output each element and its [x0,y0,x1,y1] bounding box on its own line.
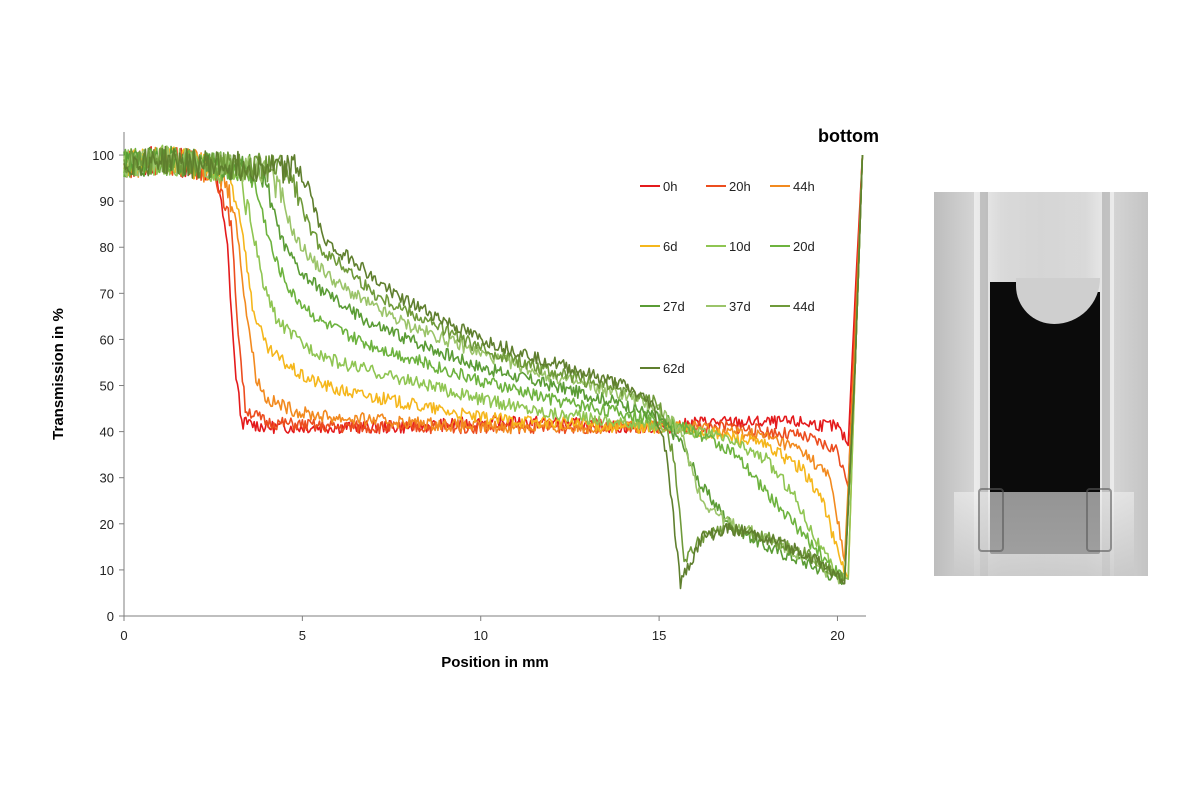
bottom-annotation: bottom [818,126,879,146]
y-axis-title: Transmission in % [50,308,67,440]
legend-label-0h: 0h [663,179,677,194]
x-tick-label: 15 [652,628,666,643]
series-line-20d [123,147,864,580]
legend-label-44h: 44h [793,179,815,194]
legend-label-44d: 44d [793,299,815,314]
x-tick-label: 0 [120,628,127,643]
y-tick-label: 30 [100,471,114,486]
series-line-44h [123,146,864,562]
series-line-6d [123,145,864,580]
y-tick-label: 60 [100,332,114,347]
series-line-37d [123,146,864,585]
series-line-62d [123,145,864,590]
y-tick-label: 40 [100,425,114,440]
x-ticks: 0 5 10 15 20 [120,616,845,643]
y-tick-label: 70 [100,286,114,301]
y-ticks: 0 10 20 30 40 50 60 70 80 90 100 [92,148,124,624]
x-tick-label: 5 [299,628,306,643]
y-tick-label: 10 [100,563,114,578]
plot-area: 0 10 20 30 40 50 60 70 80 90 100 0 5 10 15 20 [92,132,866,643]
chart-legend: 0h 20h 44h 6d 10d 20d 27d 37d 44d 62d [640,179,815,376]
series-group [123,144,864,590]
y-tick-label: 0 [107,609,114,624]
x-axis-title: Position in mm [441,654,549,671]
y-tick-label: 20 [100,517,114,532]
legend-label-20h: 20h [729,179,751,194]
x-tick-label: 20 [830,628,844,643]
cuvette-photo [934,192,1148,576]
y-tick-label: 100 [92,148,114,163]
legend-label-27d: 27d [663,299,685,314]
legend-label-62d: 62d [663,361,685,376]
legend-label-37d: 37d [729,299,751,314]
y-tick-label: 50 [100,379,114,394]
legend-label-10d: 10d [729,239,751,254]
legend-label-6d: 6d [663,239,677,254]
series-line-10d [123,144,864,581]
series-line-20h [123,146,864,488]
x-tick-label: 10 [473,628,487,643]
legend-label-20d: 20d [793,239,815,254]
y-tick-label: 80 [100,240,114,255]
y-tick-label: 90 [100,194,114,209]
